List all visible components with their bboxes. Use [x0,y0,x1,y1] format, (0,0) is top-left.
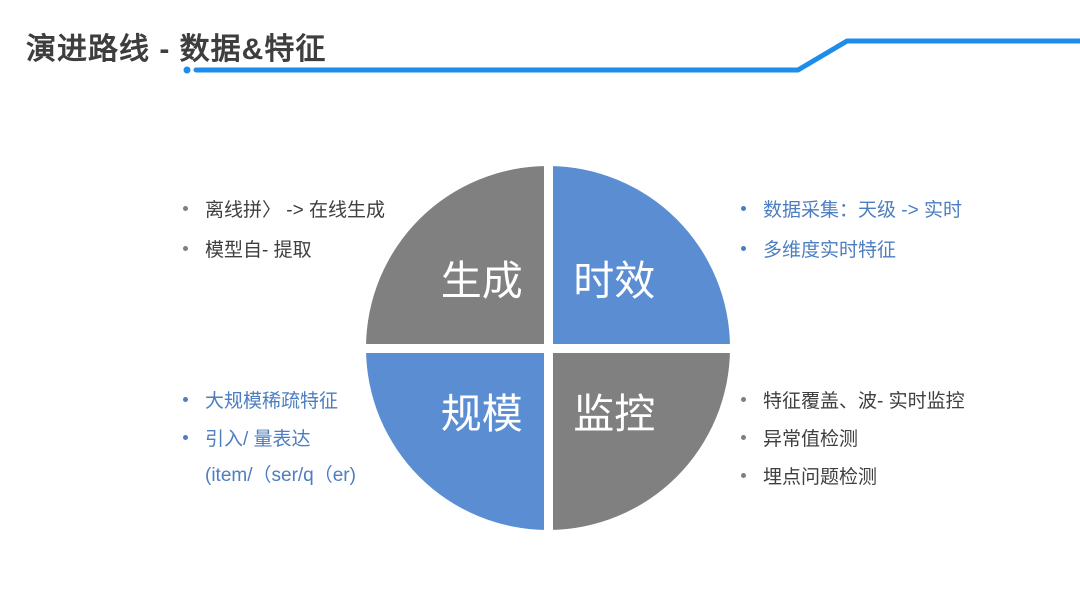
bullet-dot [183,205,188,211]
bullet-text: 大规模稀疏特征 [205,390,339,412]
bullet-dot [183,396,188,402]
quadrant-timeliness: 时效 [552,166,730,344]
bullet-group-monitor: 特征覆盖、波- 实时监控 异常值检测 埋点问题检测 [741,380,965,494]
list-item: 多维度实时特征 [741,228,962,268]
bullet-text: 多维度实时特征 [763,239,897,261]
list-item: 模型自- 提取 [183,228,385,268]
quadrant-label: 监控 [573,390,656,437]
list-item: 离线拼〉 -> 在线生成 [183,188,385,228]
bullet-text: (item/（ser/q（er) [205,464,356,486]
bullet-dot [741,245,746,251]
bullet-group-generate: 离线拼〉 -> 在线生成 模型自- 提取 [183,188,385,268]
quadrant-label: 时效 [573,258,656,305]
bullet-text: 特征覆盖、波- 实时监控 [763,390,965,412]
bullet-dot [741,205,746,211]
list-item: 引入/ 量表达 [183,418,356,456]
bullet-dot [741,434,746,440]
bullet-text: 离线拼〉 -> 在线生成 [205,199,385,221]
bullet-text: 数据采集：天级 -> 实时 [763,199,962,221]
bullet-text: 异常值检测 [763,428,859,450]
list-item: 特征覆盖、波- 实时监控 [741,380,965,418]
quadrant-generate: 生成 [366,166,544,344]
quadrant-circle-diagram: 生成 时效 规模 监控 [366,166,730,530]
quadrant-label: 规模 [440,390,523,437]
page-title: 演进路线 - 数据&特征 [26,33,327,66]
quadrant-scale: 规模 [366,352,544,530]
bullet-text: 模型自- 提取 [205,239,312,261]
bullet-group-scale: 大规模稀疏特征 引入/ 量表达 (item/（ser/q（er) [183,380,356,490]
list-item: 埋点问题检测 [741,456,965,494]
list-item: 数据采集：天级 -> 实时 [741,188,962,228]
list-item: 大规模稀疏特征 [183,380,356,418]
bullet-dot [741,396,746,402]
list-subitem: (item/（ser/q（er) [183,456,356,490]
bullet-text: 引入/ 量表达 [205,428,311,450]
bullet-group-timeliness: 数据采集：天级 -> 实时 多维度实时特征 [741,188,962,268]
list-item: 异常值检测 [741,418,965,456]
quadrant-label: 生成 [440,258,523,305]
quadrant-monitor: 监控 [552,352,730,530]
bullet-text: 埋点问题检测 [763,466,878,488]
bullet-dot [183,434,188,440]
bullet-dot [183,245,188,251]
bullet-dot [741,472,746,478]
